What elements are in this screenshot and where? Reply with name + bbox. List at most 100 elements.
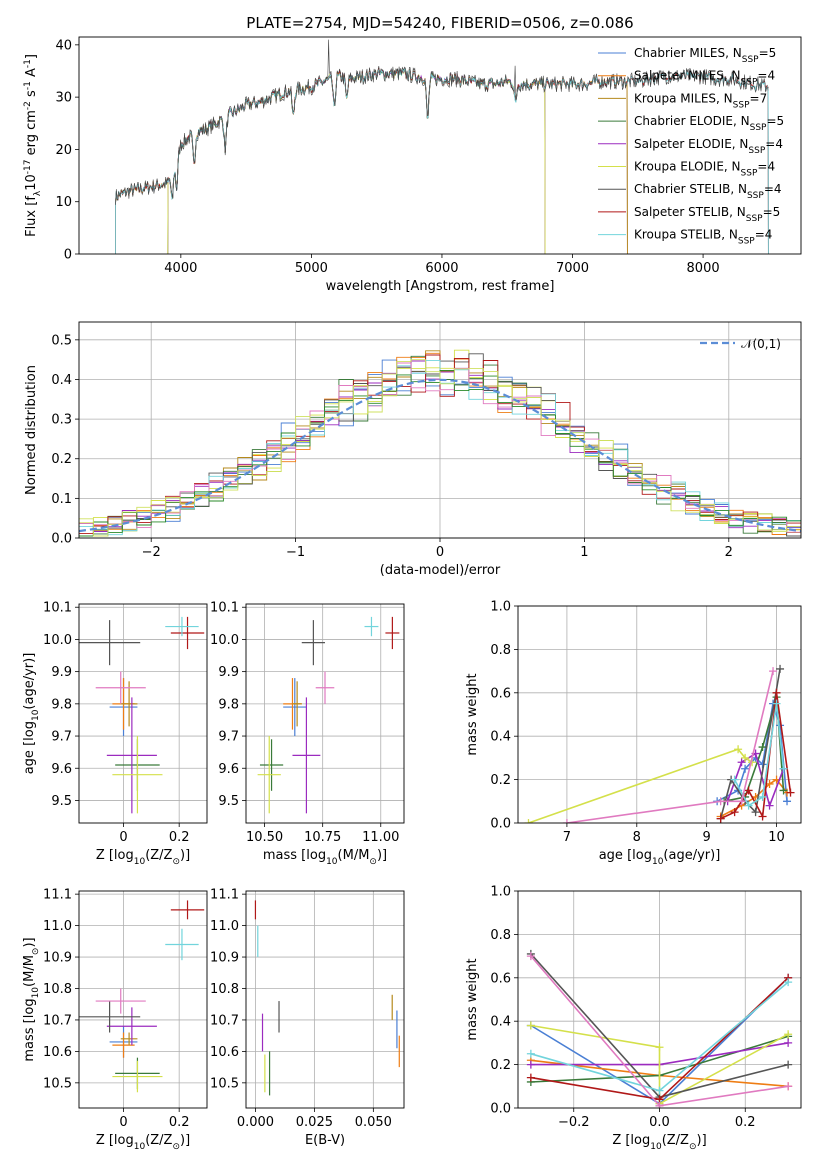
y-tick-label: 10.9 <box>43 951 72 966</box>
y-tick-label: 10.1 <box>210 601 239 616</box>
legend-label: Salpeter MILES, NSSP=4 <box>634 69 775 88</box>
y-tick-label: 40 <box>55 38 72 53</box>
y-tick-label: 0.2 <box>51 452 72 467</box>
plus-marker <box>779 786 788 795</box>
y-tick-label: 11.1 <box>210 888 239 903</box>
model-spectrum-2 <box>115 68 628 254</box>
y-tick-label: 10.8 <box>43 982 72 997</box>
y-tick-label: 10.6 <box>43 1045 72 1060</box>
plus-marker <box>737 758 746 767</box>
errorbar-point <box>95 988 146 1014</box>
x-tick-label: 1 <box>580 545 588 560</box>
plus-marker <box>734 745 743 754</box>
axes-frame <box>517 890 802 1109</box>
residual-histogram-0 <box>79 359 801 537</box>
y-tick-label: 0.0 <box>51 532 72 547</box>
y-tick-label: 9.7 <box>51 730 72 745</box>
y-axis-label: age [log10(age/yr)] <box>22 653 41 775</box>
y-tick-label: 20 <box>55 143 72 158</box>
plus-marker <box>744 786 753 795</box>
y-tick-label: 0.6 <box>490 971 511 986</box>
y-tick-label: 9.6 <box>51 762 72 777</box>
mass-weight-line-8 <box>566 670 774 823</box>
y-tick-label: 9.5 <box>51 794 72 809</box>
axes-age-vs-Z: 0 0.2 9.5 9.6 9.7 9.8 9.9 10.0 10.1 Z [log10(Z/Z⊙… <box>22 601 208 867</box>
y-tick-label: 0.4 <box>490 730 511 745</box>
x-tick-label: 0.025 <box>296 1115 333 1130</box>
legend-label: Kroupa STELIB, NSSP=4 <box>634 228 772 247</box>
errorbar-point <box>95 671 146 704</box>
x-axis-label: (data-model)/error <box>380 563 501 578</box>
x-tick-label: 0.2 <box>735 1115 756 1130</box>
plus-marker <box>741 764 750 773</box>
plus-marker <box>655 1043 664 1052</box>
y-tick-label: 10.8 <box>210 982 239 997</box>
x-tick-label: 9 <box>703 830 711 845</box>
y-tick-label: 9.6 <box>218 762 239 777</box>
y-tick-label: 9.9 <box>218 665 239 680</box>
plus-marker <box>716 814 725 823</box>
x-tick-label: −2 <box>142 545 161 560</box>
plus-marker <box>744 801 753 810</box>
axes-frame <box>245 890 405 1109</box>
y-axis-label: mass weight <box>465 958 480 1040</box>
errorbar-point <box>257 736 281 814</box>
residual-histogram-10 <box>79 369 801 537</box>
residual-histogram-9 <box>79 362 801 533</box>
axes-mass-weight-vs-Z: −0.2 0.0 0.2 0.0 0.2 0.4 0.6 0.8 1.0 Z [log10(Z/Z… <box>465 885 802 1152</box>
x-tick-label: 0.2 <box>169 1115 190 1130</box>
errorbar-point <box>292 681 302 727</box>
plus-marker <box>769 667 778 676</box>
errorbar-point <box>259 739 284 791</box>
y-tick-label: 10.5 <box>43 1076 72 1091</box>
model-spectrum-3 <box>167 68 546 254</box>
y-axis-label: Flux [fλ10-17 erg cm-2 s-1 A-1] <box>23 54 43 237</box>
model-spectrum-5 <box>167 68 546 254</box>
errorbar-point <box>385 616 400 650</box>
y-tick-label: 9.8 <box>218 697 239 712</box>
y-tick-label: 10.5 <box>210 1076 239 1091</box>
axes-frame <box>78 603 208 824</box>
errorbar-point <box>301 620 325 666</box>
plot-area <box>524 664 795 823</box>
plus-marker <box>526 1021 535 1030</box>
errorbar-point <box>292 697 321 814</box>
y-tick-label: 9.8 <box>51 697 72 712</box>
plus-marker <box>765 801 774 810</box>
legend-spectrum: Chabrier MILES, NSSP=5 Salpeter MILES, NS… <box>598 46 784 247</box>
plus-marker <box>716 797 725 806</box>
y-tick-label: 0.3 <box>51 413 72 428</box>
errorbar-point <box>120 681 138 727</box>
plus-marker <box>784 978 793 987</box>
axes-frame <box>517 605 802 824</box>
y-tick-label: 0.0 <box>490 817 511 832</box>
plus-marker <box>526 1049 535 1058</box>
errorbar-point <box>120 1032 138 1046</box>
x-tick-label: 4000 <box>164 261 197 276</box>
model-spectrum-1 <box>115 67 628 254</box>
x-tick-label: 8000 <box>687 261 720 276</box>
plus-marker <box>776 664 785 673</box>
x-tick-label: 10.75 <box>304 830 341 845</box>
mass-weight-line-6 <box>720 692 792 820</box>
x-tick-label: 7 <box>563 830 571 845</box>
x-axis-label: Z [log10(Z/Z⊙)] <box>96 848 190 867</box>
x-tick-label: 0.000 <box>237 1115 274 1130</box>
y-tick-label: 0.1 <box>51 492 72 507</box>
x-axis-label: E(B-V) <box>305 1133 345 1148</box>
errorbar-point <box>165 616 199 637</box>
plus-marker <box>524 819 533 823</box>
x-tick-label: 8 <box>633 830 641 845</box>
y-tick-label: 11.0 <box>43 919 72 934</box>
y-tick-label: 0 <box>64 248 72 263</box>
errorbar-point <box>364 616 379 637</box>
legend-label: 𝒩(0,1) <box>741 337 781 351</box>
y-tick-label: 10.9 <box>210 951 239 966</box>
axes-frame <box>78 36 802 255</box>
axes-spectrum: 4000 5000 6000 7000 8000 0 10 20 30 40 wavelength … <box>23 36 802 294</box>
x-axis-label: age [log10(age/yr)] <box>599 848 721 867</box>
y-axis-label: Normed distribution <box>24 365 39 495</box>
figure-title: PLATE=2754, MJD=54240, FIBERID=0506, z=0… <box>246 14 633 32</box>
axes-mass-vs-Z: 0 0.2 10.5 10.6 10.7 10.8 10.9 11.0 11.1 Z [log10… <box>22 888 208 1152</box>
y-tick-label: 0.5 <box>51 333 72 348</box>
